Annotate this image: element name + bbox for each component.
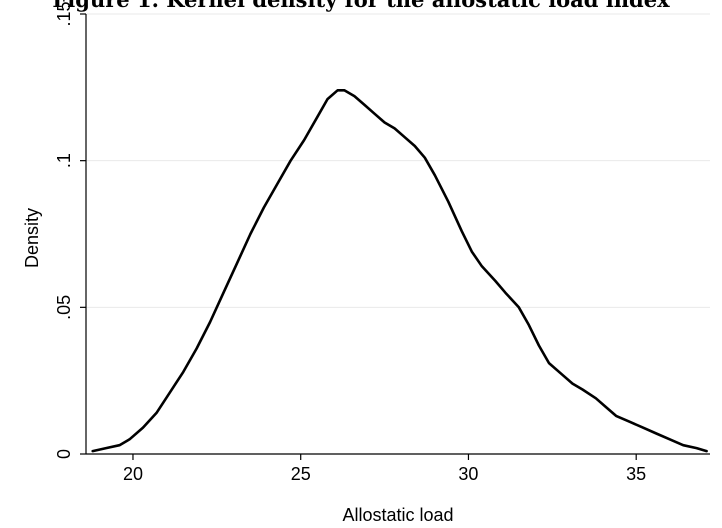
x-axis-title: Allostatic load <box>342 505 453 525</box>
plot-region <box>86 14 710 454</box>
y-tick-label: .1 <box>54 153 74 168</box>
figure-title: Figure 1. Kernel density for the allosta… <box>0 0 722 12</box>
x-tick-label: 25 <box>291 464 311 484</box>
axis-ticks: 0 .05 .1 .15 20 25 30 35 <box>54 1 646 484</box>
series-layer <box>91 89 708 453</box>
x-tick-label: 20 <box>123 464 143 484</box>
y-tick-label: .15 <box>54 1 74 26</box>
x-tick-label: 30 <box>458 464 478 484</box>
y-axis-title: Density <box>22 208 42 268</box>
density-curve <box>91 89 708 453</box>
gridlines <box>86 13 710 308</box>
y-tick-label: .05 <box>54 295 74 320</box>
x-tick-label: 35 <box>626 464 646 484</box>
y-tick-label: 0 <box>54 449 74 459</box>
